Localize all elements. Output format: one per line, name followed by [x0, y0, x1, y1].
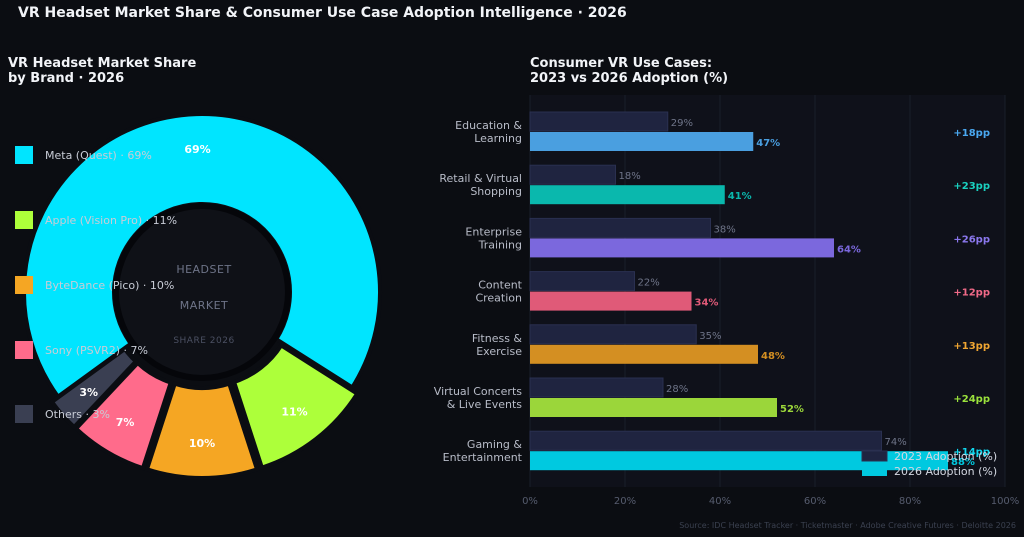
- legend-label: Others · 3%: [45, 407, 110, 421]
- x-tick-label: 80%: [899, 496, 921, 507]
- bar-2026-label: 34%: [695, 298, 719, 309]
- legend-item: ByteDance (Pico) · 10%: [15, 276, 174, 294]
- bar-2023: [529, 164, 616, 185]
- x-tick-label: 60%: [804, 496, 826, 507]
- category-label: Enterprise: [465, 225, 522, 238]
- bar-2026: [530, 344, 758, 364]
- category-label: Fitness &: [472, 332, 523, 345]
- bar-title-line-1: Consumer VR Use Cases:: [530, 56, 713, 71]
- legend-swatch: [15, 146, 33, 164]
- bar-title-line-2: 2023 vs 2026 Adoption (%): [530, 71, 729, 86]
- bar-2026-label: 41%: [728, 191, 752, 202]
- x-tick-label: 100%: [991, 496, 1020, 507]
- bar-2026: [530, 238, 834, 258]
- donut-slice-label: 3%: [79, 386, 98, 399]
- donut-slice-bytedance-pico: [144, 381, 260, 480]
- legend-item: Others · 3%: [15, 405, 110, 423]
- main-title: VR Headset Market Share & Consumer Use C…: [18, 5, 627, 21]
- bar-legend: 2023 Adoption (%) 2026 Adoption (%): [861, 450, 997, 478]
- donut-slice-others: [49, 346, 139, 430]
- legend-label: ByteDance (Pico) · 10%: [45, 278, 175, 292]
- delta-label: +12pp: [953, 288, 990, 299]
- bar-2026-label: 48%: [761, 351, 785, 362]
- donut-title-line-2: by Brand · 2026: [8, 71, 125, 86]
- bar-2023: [529, 430, 882, 451]
- bar-2026: [530, 398, 777, 417]
- donut-slice-apple-vision-pro: [231, 342, 360, 471]
- x-tick-label: 20%: [614, 496, 636, 507]
- legend-swatch: [15, 341, 33, 359]
- legend-item: Apple (Vision Pro) · 11%: [15, 211, 177, 229]
- category-label: Shopping: [470, 185, 522, 198]
- category-label: Content: [478, 279, 522, 292]
- bar-2023-label: 18%: [619, 171, 641, 182]
- source-note: Source: IDC Headset Tracker · Ticketmast…: [679, 521, 1016, 530]
- bar-2023-label: 74%: [885, 437, 907, 448]
- bar-chart-title: Consumer VR Use Cases: 2023 vs 2026 Adop…: [530, 56, 728, 86]
- donut-slice-label: 7%: [116, 416, 135, 429]
- donut-title-line-1: VR Headset Market Share: [8, 56, 197, 71]
- bar-2026: [530, 185, 725, 205]
- legend-swatch: [15, 276, 33, 294]
- legend-item: Meta (Quest) · 69%: [15, 146, 152, 164]
- category-label: Entertainment: [443, 451, 523, 464]
- category-label: Retail & Virtual: [439, 172, 522, 185]
- bar-2023-label: 29%: [671, 118, 693, 129]
- bar-2026: [530, 291, 692, 311]
- x-tick-label: 40%: [709, 496, 731, 507]
- bar-2023: [529, 111, 669, 132]
- bar-2023-label: 35%: [699, 331, 721, 342]
- donut-slice-sony-psvr2: [73, 360, 174, 471]
- bar-2023: [529, 324, 697, 345]
- donut-center-text: HEADSET: [176, 263, 231, 276]
- donut-slice-label: 11%: [281, 405, 307, 418]
- bar-2026: [530, 451, 948, 471]
- donut-center: [113, 203, 291, 381]
- donut-slice-label: 69%: [184, 143, 210, 156]
- legend-item: Sony (PSVR2) · 7%: [15, 341, 148, 359]
- category-label: Education &: [455, 119, 522, 132]
- legend-label: Sony (PSVR2) · 7%: [45, 343, 148, 357]
- bar-2023-label: 28%: [666, 384, 688, 395]
- legend-label: Meta (Quest) · 69%: [45, 148, 152, 162]
- legend-swatch: [15, 211, 33, 229]
- category-label: Creation: [475, 292, 522, 305]
- donut-chart-title: VR Headset Market Share by Brand · 2026: [8, 56, 196, 86]
- bar-legend-label: 2023 Adoption (%): [894, 450, 997, 463]
- delta-label: +24pp: [953, 394, 990, 405]
- category-label: Exercise: [476, 345, 522, 358]
- bar-2026-label: 64%: [837, 244, 861, 255]
- bar-2023: [529, 217, 711, 238]
- bar-2026-label: 88%: [951, 457, 975, 468]
- category-label: Virtual Concerts: [434, 385, 522, 398]
- donut-slice-label: 10%: [189, 437, 215, 450]
- bar-2023: [529, 377, 664, 398]
- bar-2023: [529, 271, 635, 292]
- bar-2026: [530, 132, 754, 151]
- delta-label: +23pp: [953, 181, 990, 192]
- category-label: Training: [478, 238, 522, 251]
- category-label: Learning: [474, 132, 522, 145]
- bar-legend-label: 2026 Adoption (%): [894, 465, 997, 478]
- bar-legend-swatch: [861, 450, 888, 462]
- delta-label: +14pp: [953, 447, 990, 458]
- legend-label: Apple (Vision Pro) · 11%: [45, 213, 178, 227]
- bar-2026-label: 52%: [780, 404, 804, 415]
- category-label: & Live Events: [447, 398, 523, 411]
- donut-center-text: SHARE 2026: [173, 336, 234, 346]
- bar-2023-label: 38%: [714, 224, 736, 235]
- bar-2026-label: 47%: [756, 138, 780, 149]
- delta-label: +18pp: [953, 128, 990, 139]
- legend-swatch: [15, 405, 33, 423]
- bar-legend-swatch: [862, 466, 887, 476]
- x-tick-label: 0%: [522, 496, 538, 507]
- market-share-donut-chart: 69% 11% 10% 7% 3% HEADSET MARKET SHARE 2026: [22, 112, 382, 480]
- category-label: Gaming &: [467, 438, 522, 451]
- bar-2023-label: 22%: [638, 278, 660, 289]
- delta-label: +26pp: [953, 234, 990, 245]
- donut-center-text: MARKET: [180, 299, 229, 312]
- delta-label: +13pp: [953, 341, 990, 352]
